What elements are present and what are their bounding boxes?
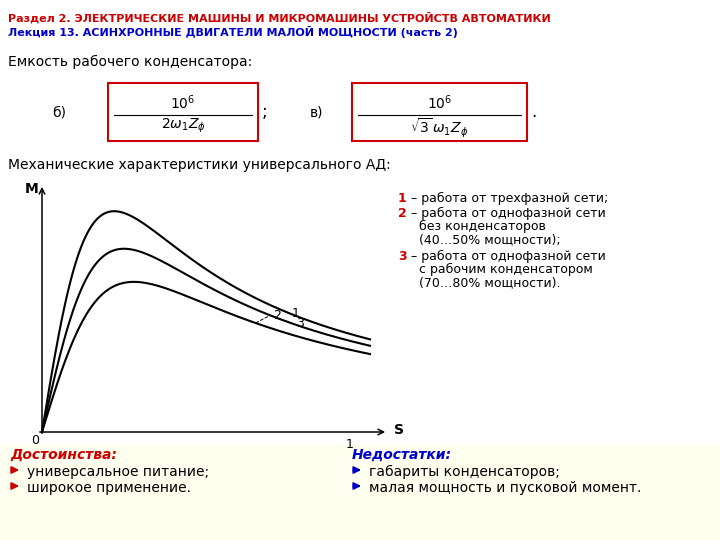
Text: Недостатки:: Недостатки: xyxy=(352,448,452,462)
Text: S: S xyxy=(394,423,404,437)
Text: универсальное питание;: универсальное питание; xyxy=(27,465,209,479)
Text: (40…50% мощности);: (40…50% мощности); xyxy=(419,233,561,246)
Text: Достоинства:: Достоинства: xyxy=(10,448,117,462)
Text: малая мощность и пусковой момент.: малая мощность и пусковой момент. xyxy=(369,481,642,495)
Text: Емкость рабочего конденсатора:: Емкость рабочего конденсатора: xyxy=(8,55,252,69)
Text: Механические характеристики универсального АД:: Механические характеристики универсально… xyxy=(8,158,391,172)
Text: .: . xyxy=(531,103,536,121)
Text: Лекция 13. АСИНХРОННЫЕ ДВИГАТЕЛИ МАЛОЙ МОЩНОСТИ (часть 2): Лекция 13. АСИНХРОННЫЕ ДВИГАТЕЛИ МАЛОЙ М… xyxy=(8,26,458,38)
Text: (70…80% мощности).: (70…80% мощности). xyxy=(419,276,560,289)
Bar xyxy=(0,444,720,540)
Text: б): б) xyxy=(52,105,66,119)
Bar xyxy=(352,83,527,141)
Text: $10^6$: $10^6$ xyxy=(427,93,452,112)
Text: без конденсаторов: без конденсаторов xyxy=(419,220,546,233)
Text: M: M xyxy=(24,182,38,196)
Text: $\sqrt{3}\,\omega_1 Z_{\phi}$: $\sqrt{3}\,\omega_1 Z_{\phi}$ xyxy=(410,117,469,140)
Text: 1: 1 xyxy=(292,307,300,320)
Text: 2: 2 xyxy=(273,308,281,321)
Text: 1: 1 xyxy=(398,192,407,205)
Text: широкое применение.: широкое применение. xyxy=(27,481,191,495)
Text: – работа от однофазной сети: – работа от однофазной сети xyxy=(407,207,606,220)
Text: габариты конденсаторов;: габариты конденсаторов; xyxy=(369,465,560,479)
Text: 2: 2 xyxy=(398,207,407,220)
Text: ;: ; xyxy=(262,103,268,121)
Bar xyxy=(108,83,258,141)
Text: – работа от однофазной сети: – работа от однофазной сети xyxy=(407,250,606,263)
Text: 0: 0 xyxy=(31,434,39,447)
Text: $2\omega_1 Z_{\phi}$: $2\omega_1 Z_{\phi}$ xyxy=(161,117,205,136)
Text: – работа от трехфазной сети;: – работа от трехфазной сети; xyxy=(407,192,608,205)
Text: с рабочим конденсатором: с рабочим конденсатором xyxy=(419,263,593,276)
Text: Раздел 2. ЭЛЕКТРИЧЕСКИЕ МАШИНЫ И МИКРОМАШИНЫ УСТРОЙСТВ АВТОМАТИКИ: Раздел 2. ЭЛЕКТРИЧЕСКИЕ МАШИНЫ И МИКРОМА… xyxy=(8,12,551,24)
Text: в): в) xyxy=(310,105,323,119)
Text: 1: 1 xyxy=(346,438,354,451)
Text: $10^6$: $10^6$ xyxy=(171,93,196,112)
Text: 3: 3 xyxy=(398,250,407,263)
Text: 3: 3 xyxy=(296,317,304,330)
